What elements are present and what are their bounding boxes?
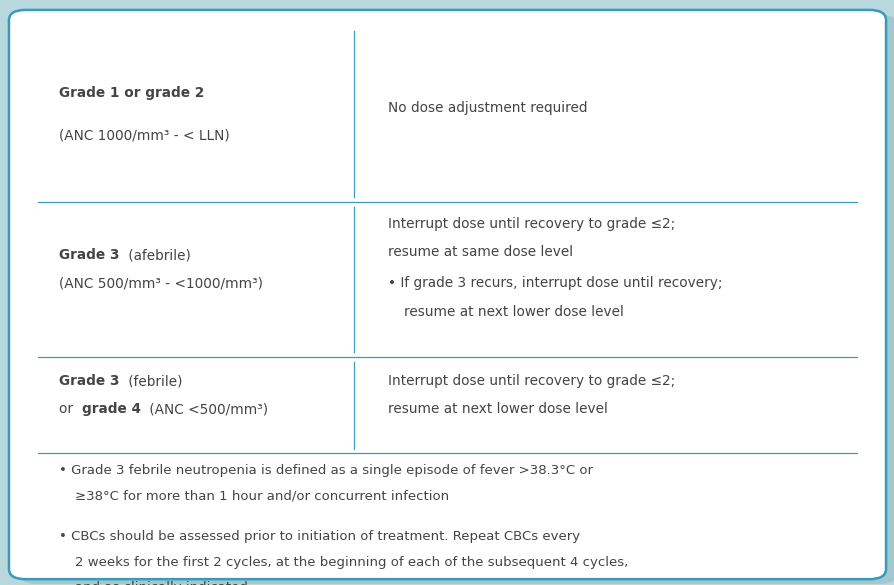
Text: • Grade 3 febrile neutropenia is defined as a single episode of fever >38.3°C or: • Grade 3 febrile neutropenia is defined…: [59, 464, 593, 477]
Text: and as clinically indicated: and as clinically indicated: [75, 581, 248, 585]
Text: • CBCs should be assessed prior to initiation of treatment. Repeat CBCs every: • CBCs should be assessed prior to initi…: [59, 530, 579, 543]
Text: (ANC 500/mm³ - <1000/mm³): (ANC 500/mm³ - <1000/mm³): [59, 277, 263, 291]
Text: ≥38°C for more than 1 hour and/or concurrent infection: ≥38°C for more than 1 hour and/or concur…: [75, 490, 449, 503]
Text: or: or: [59, 402, 78, 417]
Text: No dose adjustment required: No dose adjustment required: [387, 101, 586, 115]
FancyBboxPatch shape: [20, 15, 894, 584]
Text: Grade 3: Grade 3: [59, 374, 120, 388]
Text: • If grade 3 recurs, interrupt dose until recovery;: • If grade 3 recurs, interrupt dose unti…: [387, 277, 721, 290]
Text: 2 weeks for the first 2 cycles, at the beginning of each of the subsequent 4 cyc: 2 weeks for the first 2 cycles, at the b…: [75, 556, 628, 569]
Text: Grade 3: Grade 3: [59, 249, 120, 262]
Text: (ANC <500/mm³): (ANC <500/mm³): [145, 402, 268, 417]
Text: Interrupt dose until recovery to grade ≤2;: Interrupt dose until recovery to grade ≤…: [387, 374, 674, 388]
Text: Grade 1 or grade 2: Grade 1 or grade 2: [59, 86, 204, 100]
Text: Interrupt dose until recovery to grade ≤2;: Interrupt dose until recovery to grade ≤…: [387, 218, 674, 231]
Text: resume at next lower dose level: resume at next lower dose level: [403, 305, 623, 318]
FancyBboxPatch shape: [9, 10, 885, 579]
Text: resume at next lower dose level: resume at next lower dose level: [387, 402, 607, 417]
Text: resume at same dose level: resume at same dose level: [387, 246, 572, 260]
Text: (afebrile): (afebrile): [124, 249, 191, 262]
Text: (ANC 1000/mm³ - < LLN): (ANC 1000/mm³ - < LLN): [59, 128, 230, 142]
Text: (febrile): (febrile): [124, 374, 182, 388]
Text: grade 4: grade 4: [82, 402, 141, 417]
